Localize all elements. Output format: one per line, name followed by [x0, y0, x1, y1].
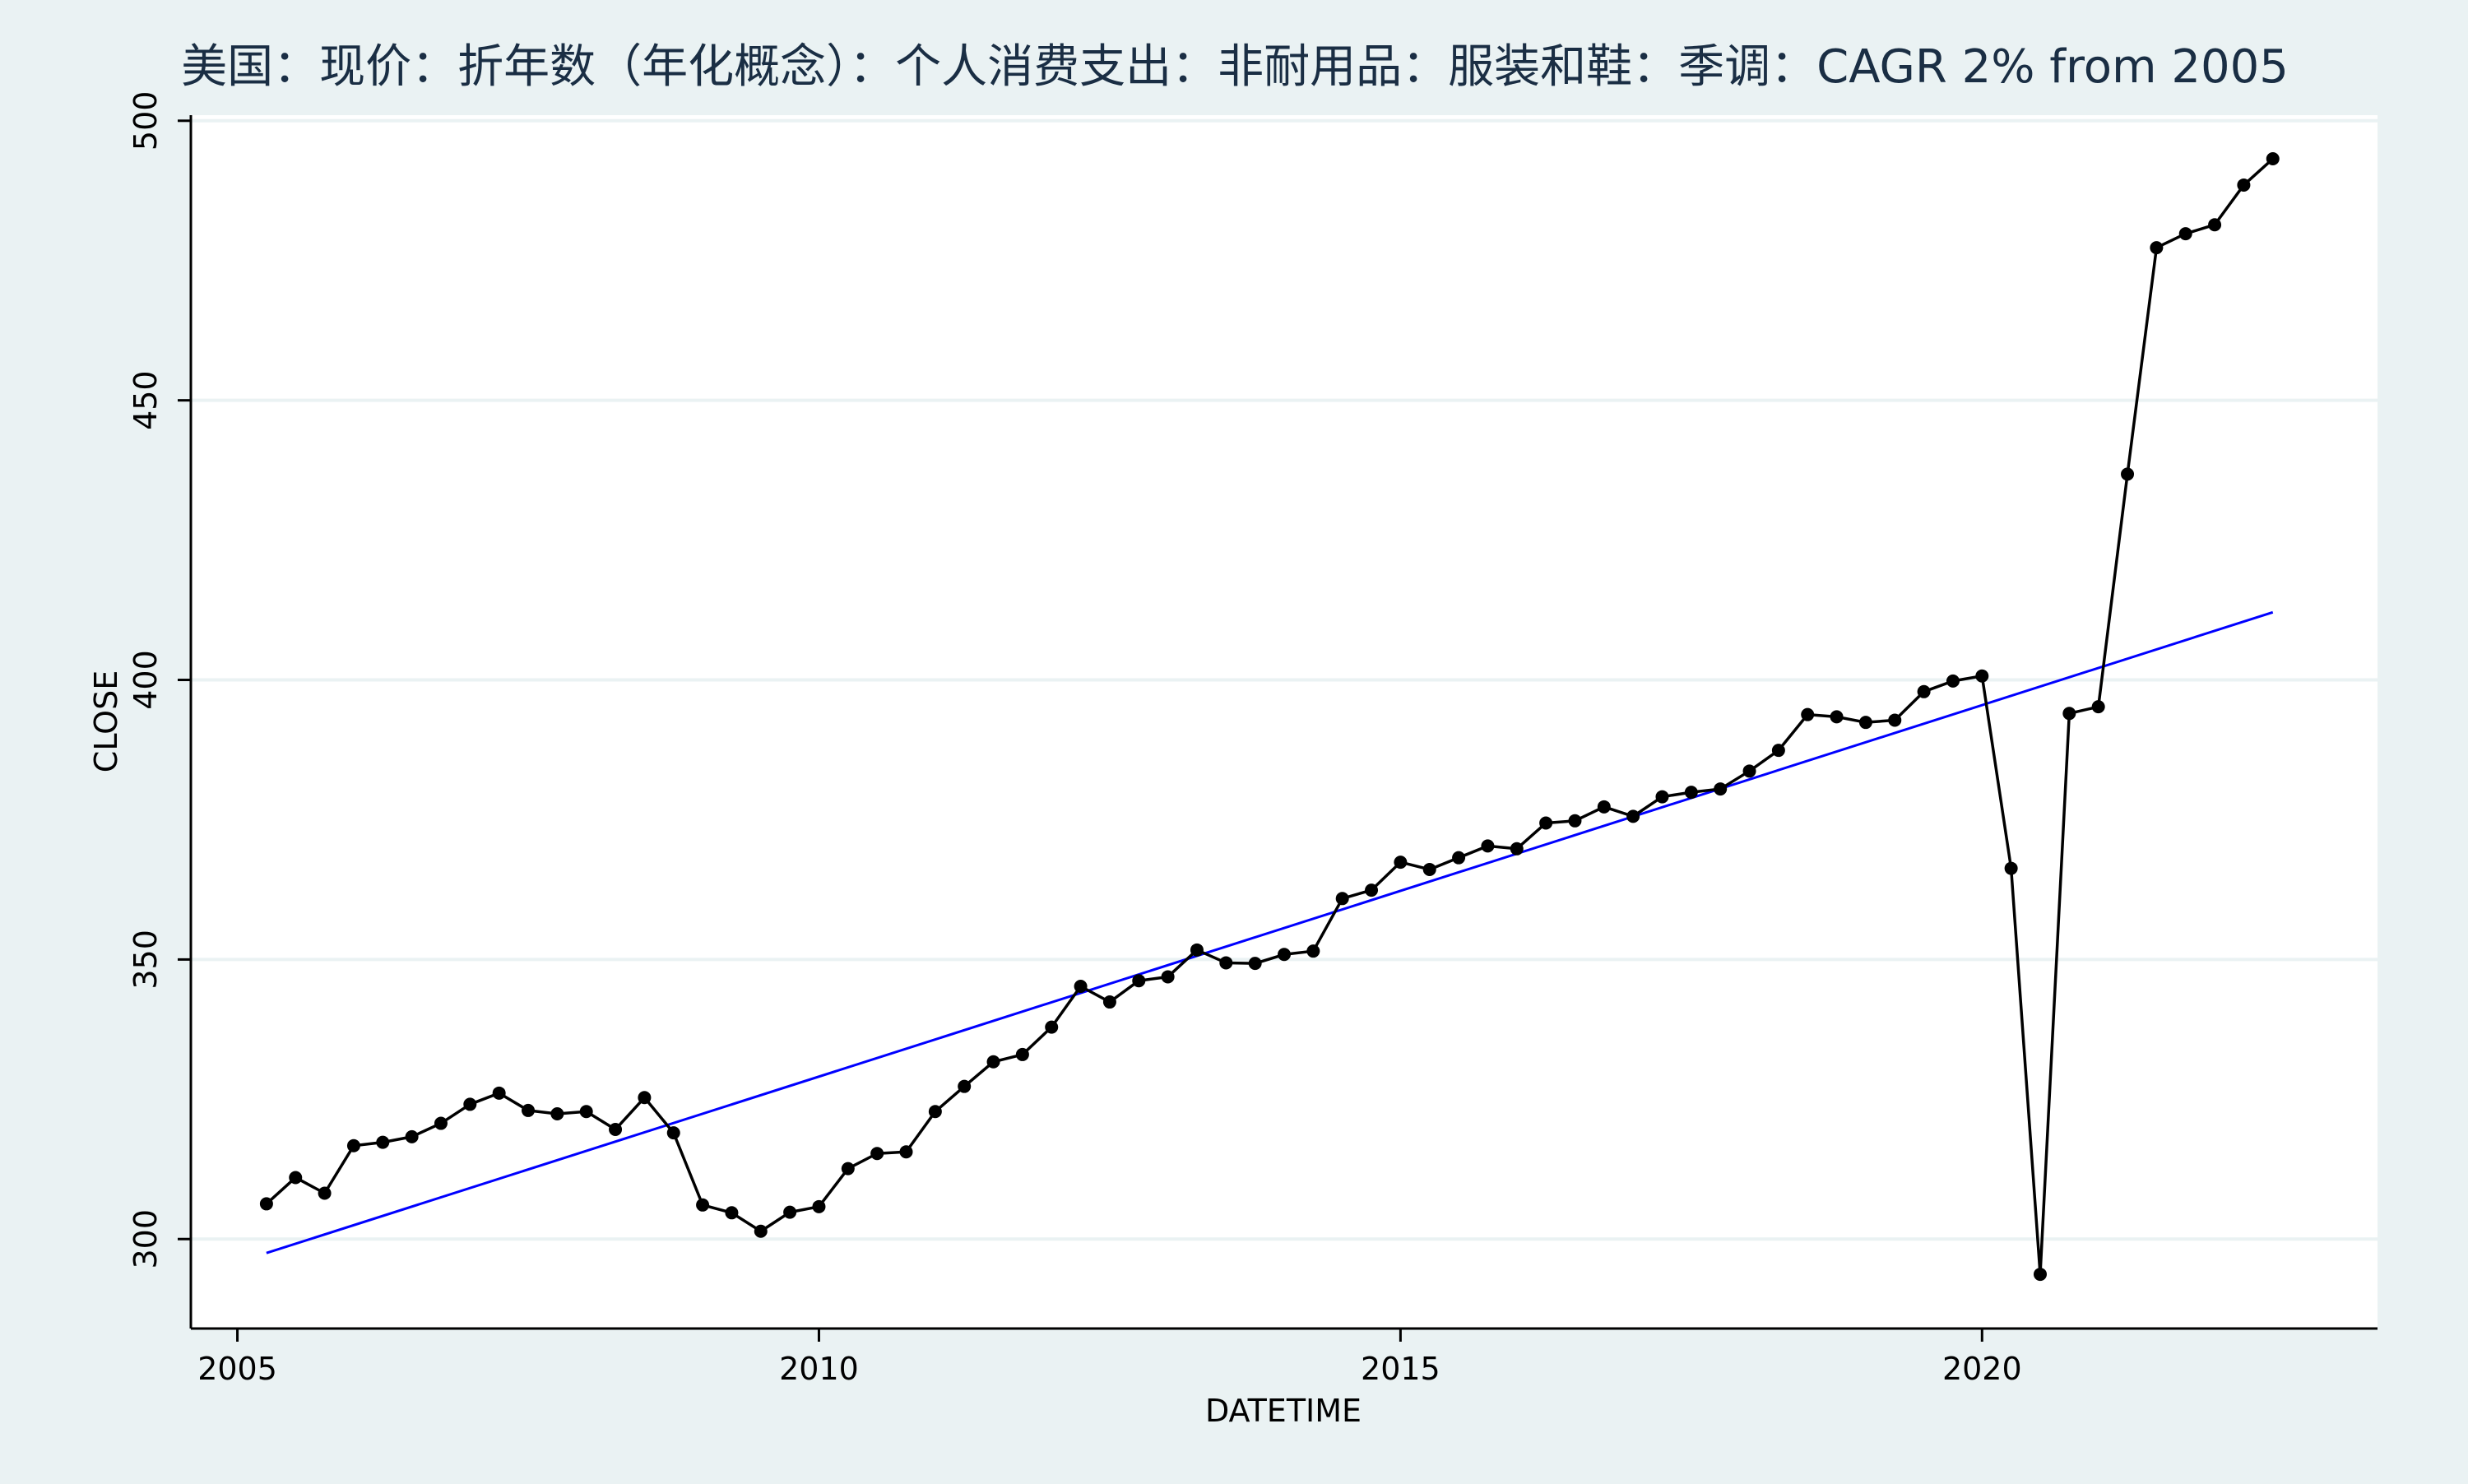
x-tick-label: 2005	[197, 1351, 277, 1387]
data-point	[1306, 944, 1320, 958]
data-point	[1452, 851, 1466, 865]
data-point	[405, 1129, 419, 1143]
x-tick-label: 2020	[1942, 1351, 2022, 1387]
data-point	[1975, 669, 1989, 683]
y-tick-label: 500	[128, 91, 164, 151]
data-point	[346, 1139, 360, 1152]
trend-line	[266, 610, 2274, 1254]
data-point	[696, 1198, 710, 1212]
data-point	[289, 1171, 303, 1185]
data-point	[376, 1135, 390, 1149]
x-tick-label: 2015	[1361, 1351, 1440, 1387]
y-tick-label: 350	[128, 930, 164, 990]
data-point	[783, 1205, 797, 1219]
data-point	[1219, 956, 1233, 970]
data-point	[1365, 883, 1379, 897]
data-point	[725, 1206, 739, 1220]
data-point	[1481, 839, 1495, 853]
data-point	[1917, 684, 1931, 698]
y-tick-label: 400	[128, 650, 164, 710]
y-tick-label: 450	[128, 370, 164, 430]
data-point	[1161, 970, 1175, 984]
grid-layer	[191, 118, 2378, 1241]
data-point	[1655, 790, 1669, 804]
data-point	[812, 1199, 826, 1213]
data-point	[1888, 713, 1902, 727]
data-point	[1830, 710, 1844, 724]
data-point	[318, 1186, 332, 1200]
data-point	[579, 1105, 593, 1119]
x-tick-label: 2010	[779, 1351, 859, 1387]
data-point	[2150, 241, 2164, 255]
data-point	[2062, 707, 2076, 721]
data-point	[1771, 744, 1785, 758]
data-point	[259, 1197, 273, 1211]
data-point	[1946, 674, 1960, 688]
data-point	[1422, 862, 1436, 876]
data-point	[754, 1224, 768, 1238]
data-point	[1102, 995, 1116, 1009]
data-line	[265, 157, 2274, 1276]
data-point	[1015, 1047, 1029, 1061]
data-point	[899, 1145, 913, 1159]
data-point	[2091, 700, 2105, 714]
plot-area	[191, 115, 2378, 1329]
data-point	[1248, 957, 1262, 971]
data-point	[1278, 948, 1291, 962]
data-point	[1074, 980, 1088, 994]
data-point	[870, 1147, 884, 1161]
data-point	[1597, 800, 1611, 814]
data-point	[463, 1097, 477, 1111]
data-point	[638, 1091, 652, 1105]
data-point	[1335, 892, 1349, 906]
data-point	[2121, 467, 2135, 481]
data-point	[666, 1126, 680, 1140]
data-point	[1394, 856, 1408, 870]
data-point	[2178, 227, 2192, 241]
y-axis-title: CLOSE	[88, 670, 124, 772]
data-point	[1132, 974, 1146, 988]
data-point	[958, 1079, 972, 1093]
data-point	[1858, 716, 1872, 730]
data-point	[522, 1103, 536, 1117]
series-layer	[259, 152, 2280, 1282]
data-point	[2266, 152, 2280, 166]
data-point	[1568, 814, 1582, 828]
data-point	[2208, 218, 2222, 232]
data-point	[1742, 764, 1756, 778]
data-point	[1190, 943, 1204, 957]
data-point	[1684, 786, 1698, 800]
data-point	[492, 1086, 506, 1100]
data-point	[841, 1162, 855, 1176]
data-point	[2004, 861, 2018, 875]
data-point	[2237, 178, 2251, 192]
data-point	[609, 1123, 623, 1137]
x-axis-title: DATETIME	[1205, 1393, 1362, 1429]
data-point	[1626, 809, 1640, 823]
data-point	[1714, 782, 1728, 796]
data-point	[928, 1105, 942, 1119]
chart-title: 美国：现价：折年数（年化概念）：个人消费支出：非耐用品：服装和鞋：季调：CAGR…	[181, 40, 2289, 94]
data-point	[1801, 707, 1815, 721]
data-point	[1510, 842, 1524, 856]
data-point	[550, 1106, 564, 1120]
y-tick-label: 300	[128, 1209, 164, 1269]
data-point	[986, 1055, 1000, 1069]
data-point	[2033, 1268, 2047, 1282]
data-point	[1045, 1020, 1059, 1034]
data-point	[1539, 816, 1553, 830]
data-point	[434, 1116, 448, 1130]
axes-layer: 300 350 400 450 500 2005 2010 2015 2020	[128, 91, 2378, 1387]
